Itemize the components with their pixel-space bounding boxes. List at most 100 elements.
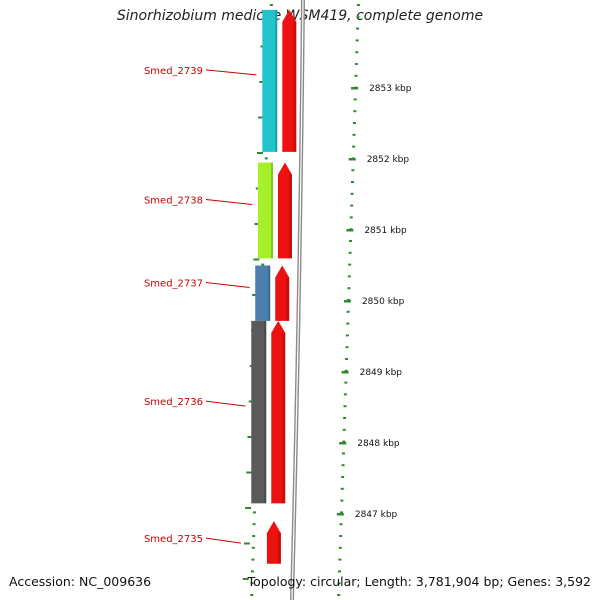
minor-tick-outer [347, 287, 351, 290]
scale-tick-label: 2853 kbp [369, 84, 412, 94]
minor-tick-outer [344, 381, 348, 384]
gene-label-leader [205, 69, 257, 76]
accession-label: Accession: NC_009636 [9, 574, 152, 589]
minor-tick-outer [343, 393, 347, 396]
minor-tick-outer [352, 133, 356, 136]
cog-block [257, 162, 273, 259]
minor-tick-outer [341, 464, 345, 467]
scale-tick-label: 2848 kbp [357, 439, 400, 449]
major-tick-inner [258, 116, 265, 119]
minor-tick-outer [356, 4, 360, 6]
strand-arrow-shade [286, 277, 290, 321]
gene-labels: Smed_2739 Smed_2738 Smed_2737 Smed_2736 Smed… [144, 66, 257, 545]
scale-major-tick [336, 513, 344, 516]
minor-tick-outer [352, 145, 356, 148]
major-tick-inner [243, 542, 250, 545]
strand-arrow [275, 265, 290, 321]
major-tick-inner [253, 258, 260, 261]
minor-tick-outer [343, 405, 347, 408]
minor-tick-outer [344, 369, 348, 372]
minor-tick-outer [341, 452, 345, 455]
scale-major-tick [346, 229, 354, 232]
forward-strand-track [266, 9, 297, 564]
minor-tick-outer [337, 594, 341, 596]
cog-block-shade [268, 265, 271, 321]
gene-label: Smed_2739 [144, 66, 203, 77]
gene-label: Smed_2738 [144, 195, 203, 206]
gene-label: Smed_2736 [144, 397, 203, 408]
strand-arrow-shade [293, 21, 297, 152]
gene-label-leader [205, 400, 246, 407]
minor-tick-inner [264, 157, 268, 160]
minor-tick-outer [340, 499, 344, 502]
scale-tick-label: 2847 kbp [355, 510, 398, 520]
minor-tick-outer [341, 476, 345, 478]
scale-tick-label: 2852 kbp [367, 155, 410, 165]
scale-tick-label: 2849 kbp [360, 368, 403, 378]
minor-tick-outer [348, 251, 352, 254]
minor-tick-inner [250, 570, 254, 573]
scale-tick-label: 2851 kbp [364, 226, 407, 236]
minor-tick-outer [343, 417, 347, 419]
minor-tick-outer [356, 27, 360, 30]
cog-block-shade [264, 320, 267, 504]
minor-tick-outer [355, 39, 359, 42]
minor-tick-outer [345, 358, 349, 360]
topology-summary: Topology: circular; Length: 3,781,904 bp… [247, 574, 591, 589]
minor-tick-inner [252, 511, 256, 514]
minor-tick-outer [337, 570, 341, 573]
minor-tick-outer [352, 122, 356, 124]
minor-tick-outer [346, 310, 350, 313]
minor-tick-outer [350, 181, 354, 183]
gene-label: Smed_2737 [144, 279, 203, 290]
minor-tick-inner [252, 523, 256, 526]
minor-tick-outer [342, 440, 346, 443]
minor-tick-outer [340, 487, 344, 490]
cog-block-shade [270, 162, 273, 259]
gene-label-leader [205, 282, 250, 288]
strand-arrow [282, 9, 297, 152]
minor-tick-inner [269, 4, 273, 6]
backbone-arc-highlight [291, 0, 304, 600]
cog-block [255, 265, 271, 321]
strand-arrow-shade [277, 533, 281, 564]
map-title: Sinorhizobium medicae WSM419, complete g… [116, 8, 484, 24]
major-tick-inner [256, 152, 263, 154]
major-tick-inner [252, 294, 259, 296]
major-tick-inner [247, 436, 254, 438]
minor-tick-outer [339, 523, 343, 526]
minor-tick-inner [251, 546, 255, 549]
strand-arrow-shade [288, 174, 292, 259]
strand-arrow [266, 521, 281, 564]
gene-label-leader [205, 198, 253, 205]
minor-tick-outer [339, 535, 343, 537]
scale-major-tick [348, 158, 356, 161]
minor-tick-outer [348, 263, 352, 266]
scale-major-tick [343, 300, 351, 303]
minor-tick-outer [353, 98, 357, 101]
minor-tick-outer [345, 334, 349, 337]
minor-tick-outer [346, 322, 350, 325]
major-tick-inner [245, 507, 252, 509]
gene-label: Smed_2735 [144, 534, 203, 545]
minor-tick-outer [354, 74, 358, 77]
minor-tick-inner [251, 558, 255, 561]
minor-tick-outer [356, 15, 360, 18]
minor-tick-outer [349, 240, 352, 242]
major-tick-inner [259, 81, 266, 83]
minor-tick-inner [250, 594, 254, 596]
scale-major-tick [351, 87, 359, 90]
gene-label-leader [205, 537, 242, 544]
minor-tick-outer [345, 346, 349, 349]
kbp-scale: 2853 kbp 2852 kbp 2851 kbp 2850 kbp 2849 kbp… [336, 84, 412, 520]
minor-tick-outer [353, 110, 357, 113]
scale-major-tick [341, 371, 349, 374]
cog-block-shade [275, 9, 278, 152]
strand-arrow [277, 162, 292, 259]
strand-arrow-shade [282, 332, 286, 504]
minor-tick-outer [354, 63, 358, 65]
major-tick-inner [246, 471, 253, 474]
minor-tick-outer [342, 428, 346, 431]
